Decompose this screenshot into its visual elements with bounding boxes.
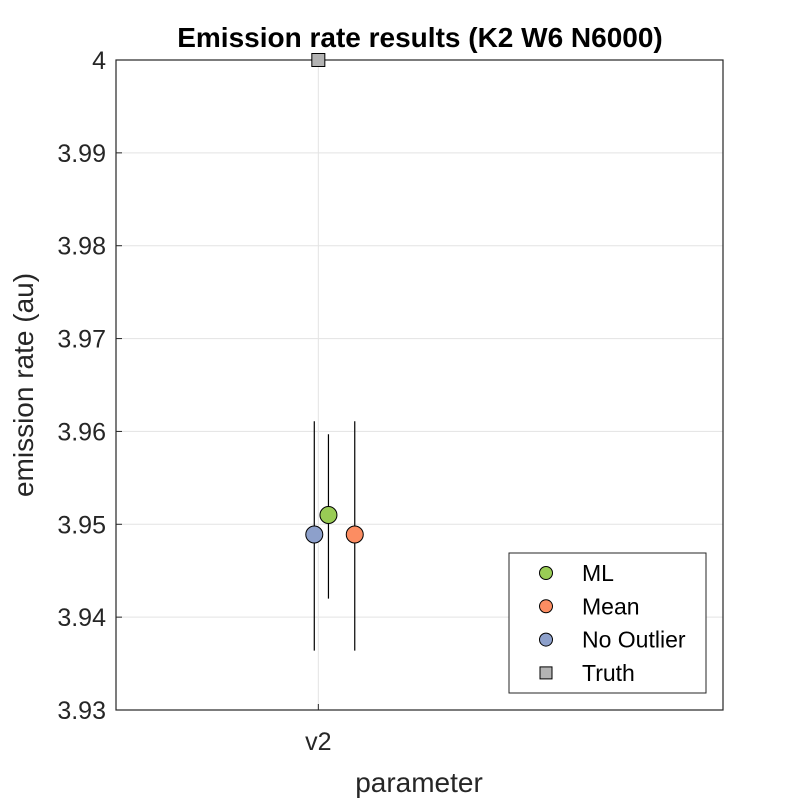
legend-marker-square (539, 666, 553, 680)
x-axis-ticks: v2 (305, 704, 332, 756)
data-point-square (311, 53, 326, 67)
y-axis-label: emission rate (au) (8, 273, 39, 497)
y-tick-label: 3.94 (57, 604, 106, 632)
legend: ML Mean No Outlier Truth (508, 552, 707, 694)
y-tick-label: 3.95 (57, 511, 106, 539)
legend-marker-circle (539, 599, 553, 614)
legend-label: No Outlier (582, 627, 686, 653)
y-tick-label: 3.99 (57, 140, 106, 168)
data-point-circle (305, 525, 324, 544)
y-axis-ticks: 3.93 3.94 3.95 3.96 3.97 3.98 3.99 4 (57, 47, 122, 725)
plot-area-frame (115, 59, 724, 711)
legend-marker-circle (539, 632, 553, 647)
data-point-circle (319, 506, 338, 524)
data-point-circle (345, 525, 364, 544)
x-tick-label: v2 (305, 728, 331, 756)
x-axis-label: parameter (355, 767, 483, 798)
y-tick-label: 4 (92, 47, 106, 75)
chart-title: Emission rate results (K2 W6 N6000) (177, 22, 663, 53)
legend-label: Truth (582, 660, 635, 686)
y-tick-label: 3.93 (57, 697, 106, 725)
y-tick-label: 3.97 (57, 326, 106, 354)
data-markers (305, 53, 364, 544)
y-tick-label: 3.96 (57, 418, 106, 446)
legend-label: Mean (582, 593, 640, 619)
legend-label: ML (582, 560, 614, 586)
y-tick-label: 3.98 (57, 233, 106, 261)
legend-marker-circle (539, 566, 553, 580)
